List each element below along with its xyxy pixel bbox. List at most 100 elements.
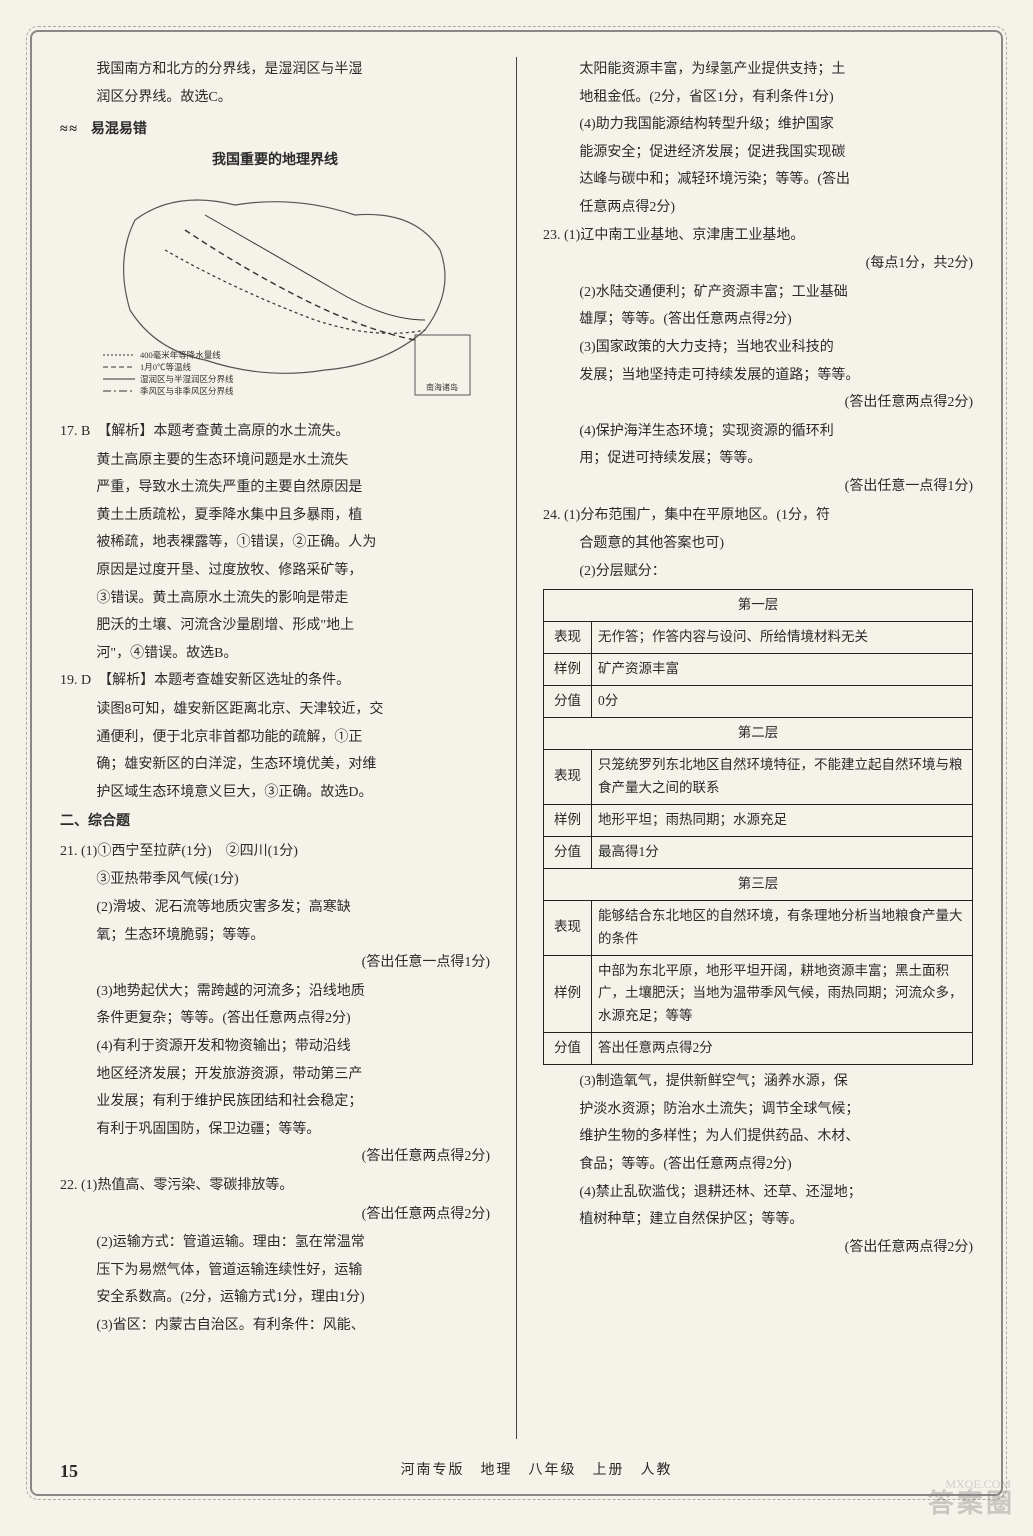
rubric-label: 分值: [544, 1033, 592, 1065]
svg-text:400毫米年等降水量线: 400毫米年等降水量线: [140, 350, 221, 360]
q21-line: (4)有利于资源开发和物资输出；带动沿线: [60, 1034, 490, 1061]
q21-line: 地区经济发展；开发旅游资源，带动第三产: [60, 1062, 490, 1089]
q17-line: 严重，导致水土流失严重的主要自然原因是: [60, 475, 490, 502]
tier-3-title: 第三层: [544, 868, 973, 900]
tier-2-title: 第二层: [544, 718, 973, 750]
q21-line: ③亚热带季风气候(1分): [60, 867, 490, 894]
q21-line: 条件更复杂；等等。(答出任意两点得2分): [60, 1006, 490, 1033]
q21-line: 有利于巩固国防，保卫边疆；等等。: [60, 1117, 490, 1144]
map-title: 我国重要的地理界线: [60, 148, 490, 175]
rubric-label: 样例: [544, 955, 592, 1033]
q24-line: 植树种草；建立自然保护区；等等。: [543, 1207, 973, 1234]
q23-head: 23. (1)辽中南工业基地、京津唐工业基地。: [543, 223, 973, 250]
section-2-heading: 二、综合题: [60, 809, 490, 836]
wave-icon: ≈: [60, 122, 66, 137]
page-number: 15: [60, 1454, 100, 1488]
rubric-cell: 答出任意两点得2分: [592, 1033, 973, 1065]
q17-line: ③错误。黄土高原水土流失的影响是带走: [60, 586, 490, 613]
confusion-text: ≈ 易混易错: [69, 122, 147, 137]
q24-line: (4)禁止乱砍滥伐；退耕还林、还草、还湿地；: [543, 1180, 973, 1207]
confusion-label: ≈ ≈ 易混易错: [60, 117, 490, 144]
q22-line: (3)省区：内蒙古自治区。有利条件：风能、: [60, 1313, 490, 1340]
column-divider: [516, 57, 517, 1439]
q22-line: 压下为易燃气体，管道运输连续性好，运输: [60, 1258, 490, 1285]
q24-head: 24. (1)分布范围广，集中在平原地区。(1分，符: [543, 503, 973, 530]
q17-line: 河"，④错误。故选B。: [60, 641, 490, 668]
q22-head: 22. (1)热值高、零污染、零碳排放等。: [60, 1173, 490, 1200]
tier-1-title: 第一层: [544, 590, 973, 622]
right-column: 太阳能资源丰富，为绿氢产业提供支持；土 地租金低。(2分，省区1分，有利条件1分…: [543, 57, 973, 1439]
rubric-label: 样例: [544, 804, 592, 836]
q24-note: (答出任意两点得2分): [543, 1235, 973, 1262]
q23-line: 用；促进可持续发展；等等。: [543, 446, 973, 473]
rubric-label: 表现: [544, 622, 592, 654]
q17-line: 肥沃的土壤、河流含沙量剧增、形成"地上: [60, 613, 490, 640]
map-inset-label: 南海诸岛: [426, 382, 458, 392]
q19-head: 19. D 【解析】本题考查雄安新区选址的条件。: [60, 668, 490, 695]
q22-cont-line: 达峰与碳中和；减轻环境污染；等等。(答出: [543, 167, 973, 194]
q23-line: (4)保护海洋生态环境；实现资源的循环利: [543, 419, 973, 446]
q19-line: 通便利，便于北京非首都功能的疏解，①正: [60, 725, 490, 752]
q21-line: 氧；生态环境脆弱；等等。: [60, 923, 490, 950]
rubric-cell: 中部为东北平原，地形平坦开阔，耕地资源丰富；黑土面积广，土壤肥沃；当地为温带季风…: [592, 955, 973, 1033]
q17-line: 黄土高原主要的生态环境问题是水土流失: [60, 448, 490, 475]
rubric-label: 分值: [544, 686, 592, 718]
q22-cont-line: 任意两点得2分): [543, 195, 973, 222]
svg-text:湿润区与半湿润区分界线: 湿润区与半湿润区分界线: [140, 374, 234, 384]
svg-text:季风区与非季风区分界线: 季风区与非季风区分界线: [140, 386, 234, 396]
q24-line: (2)分层赋分：: [543, 559, 973, 586]
q21-note: (答出任意一点得1分): [60, 950, 490, 977]
rubric-label: 表现: [544, 749, 592, 804]
rubric-cell: 矿产资源丰富: [592, 654, 973, 686]
q19-line: 确；雄安新区的白洋淀，生态环境优美，对维: [60, 752, 490, 779]
q23-line: (3)国家政策的大力支持；当地农业科技的: [543, 335, 973, 362]
q23-note: (答出任意一点得1分): [543, 474, 973, 501]
q23-line: 雄厚；等等。(答出任意两点得2分): [543, 307, 973, 334]
page-footer: 15 河南专版 地理 八年级 上册 人教: [60, 1454, 973, 1488]
q19-line: 护区域生态环境意义巨大，③正确。故选D。: [60, 780, 490, 807]
rubric-cell: 能够结合东北地区的自然环境，有条理地分析当地粮食产量大的条件: [592, 900, 973, 955]
rubric-cell: 无作答；作答内容与设问、所给情境材料无关: [592, 622, 973, 654]
q24-line: 维护生物的多样性；为人们提供药品、木材、: [543, 1124, 973, 1151]
q23-line: (2)水陆交通便利；矿产资源丰富；工业基础: [543, 280, 973, 307]
footer-text: 河南专版 地理 八年级 上册 人教: [100, 1458, 973, 1485]
china-map-figure: 南海诸岛 400毫米年等降水量线 1月0℃等温线 湿润区与半湿润区分界线 季风区…: [60, 180, 490, 400]
watermark-main: 答案圈: [928, 1479, 1015, 1528]
page-border: 我国南方和北方的分界线，是湿润区与半湿 润区分界线。故选C。 ≈ ≈ 易混易错 …: [30, 30, 1003, 1496]
rubric-label: 分值: [544, 836, 592, 868]
rubric-table: 第一层 表现无作答；作答内容与设问、所给情境材料无关 样例矿产资源丰富 分值0分…: [543, 589, 973, 1065]
rubric-label: 表现: [544, 900, 592, 955]
q21-line: (3)地势起伏大；需跨越的河流多；沿线地质: [60, 979, 490, 1006]
left-column: 我国南方和北方的分界线，是湿润区与半湿 润区分界线。故选C。 ≈ ≈ 易混易错 …: [60, 57, 490, 1439]
q24-line: 护淡水资源；防治水土流失；调节全球气候；: [543, 1097, 973, 1124]
q23-line: 发展；当地坚持走可持续发展的道路；等等。: [543, 363, 973, 390]
q21-line: (2)滑坡、泥石流等地质灾害多发；高寒缺: [60, 895, 490, 922]
q22-cont-line: 太阳能资源丰富，为绿氢产业提供支持；土: [543, 57, 973, 84]
q17-line: 被稀疏，地表裸露等，①错误，②正确。人为: [60, 530, 490, 557]
q22-cont-line: 能源安全；促进经济发展；促进我国实现碳: [543, 140, 973, 167]
q19-line: 读图8可知，雄安新区距离北京、天津较近，交: [60, 697, 490, 724]
q17-head: 17. B 【解析】本题考查黄土高原的水土流失。: [60, 419, 490, 446]
rubric-cell: 地形平坦；雨热同期；水源充足: [592, 804, 973, 836]
svg-text:1月0℃等温线: 1月0℃等温线: [140, 362, 192, 372]
q23-note: (每点1分，共2分): [543, 251, 973, 278]
intro-line: 我国南方和北方的分界线，是湿润区与半湿: [60, 57, 490, 84]
rubric-label: 样例: [544, 654, 592, 686]
q22-note: (答出任意两点得2分): [60, 1202, 490, 1229]
q22-cont-line: (4)助力我国能源结构转型升级；维护国家: [543, 112, 973, 139]
q17-line: 黄土土质疏松，夏季降水集中且多暴雨，植: [60, 503, 490, 530]
q21-note: (答出任意两点得2分): [60, 1144, 490, 1171]
q23-note: (答出任意两点得2分): [543, 390, 973, 417]
q22-line: 安全系数高。(2分，运输方式1分，理由1分): [60, 1285, 490, 1312]
rubric-cell: 0分: [592, 686, 973, 718]
q17-line: 原因是过度开垦、过度放牧、修路采矿等，: [60, 558, 490, 585]
q21-line: 业发展；有利于维护民族团结和社会稳定；: [60, 1089, 490, 1116]
q24-line: (3)制造氧气，提供新鲜空气；涵养水源，保: [543, 1069, 973, 1096]
intro-line: 润区分界线。故选C。: [60, 85, 490, 112]
q24-line: 合题意的其他答案也可): [543, 531, 973, 558]
q24-line: 食品；等等。(答出任意两点得2分): [543, 1152, 973, 1179]
rubric-cell: 只笼统罗列东北地区自然环境特征，不能建立起自然环境与粮食产量大之间的联系: [592, 749, 973, 804]
q22-cont-line: 地租金低。(2分，省区1分，有利条件1分): [543, 85, 973, 112]
q21-head: 21. (1)①西宁至拉萨(1分) ②四川(1分): [60, 839, 490, 866]
two-column-layout: 我国南方和北方的分界线，是湿润区与半湿 润区分界线。故选C。 ≈ ≈ 易混易错 …: [60, 57, 973, 1439]
